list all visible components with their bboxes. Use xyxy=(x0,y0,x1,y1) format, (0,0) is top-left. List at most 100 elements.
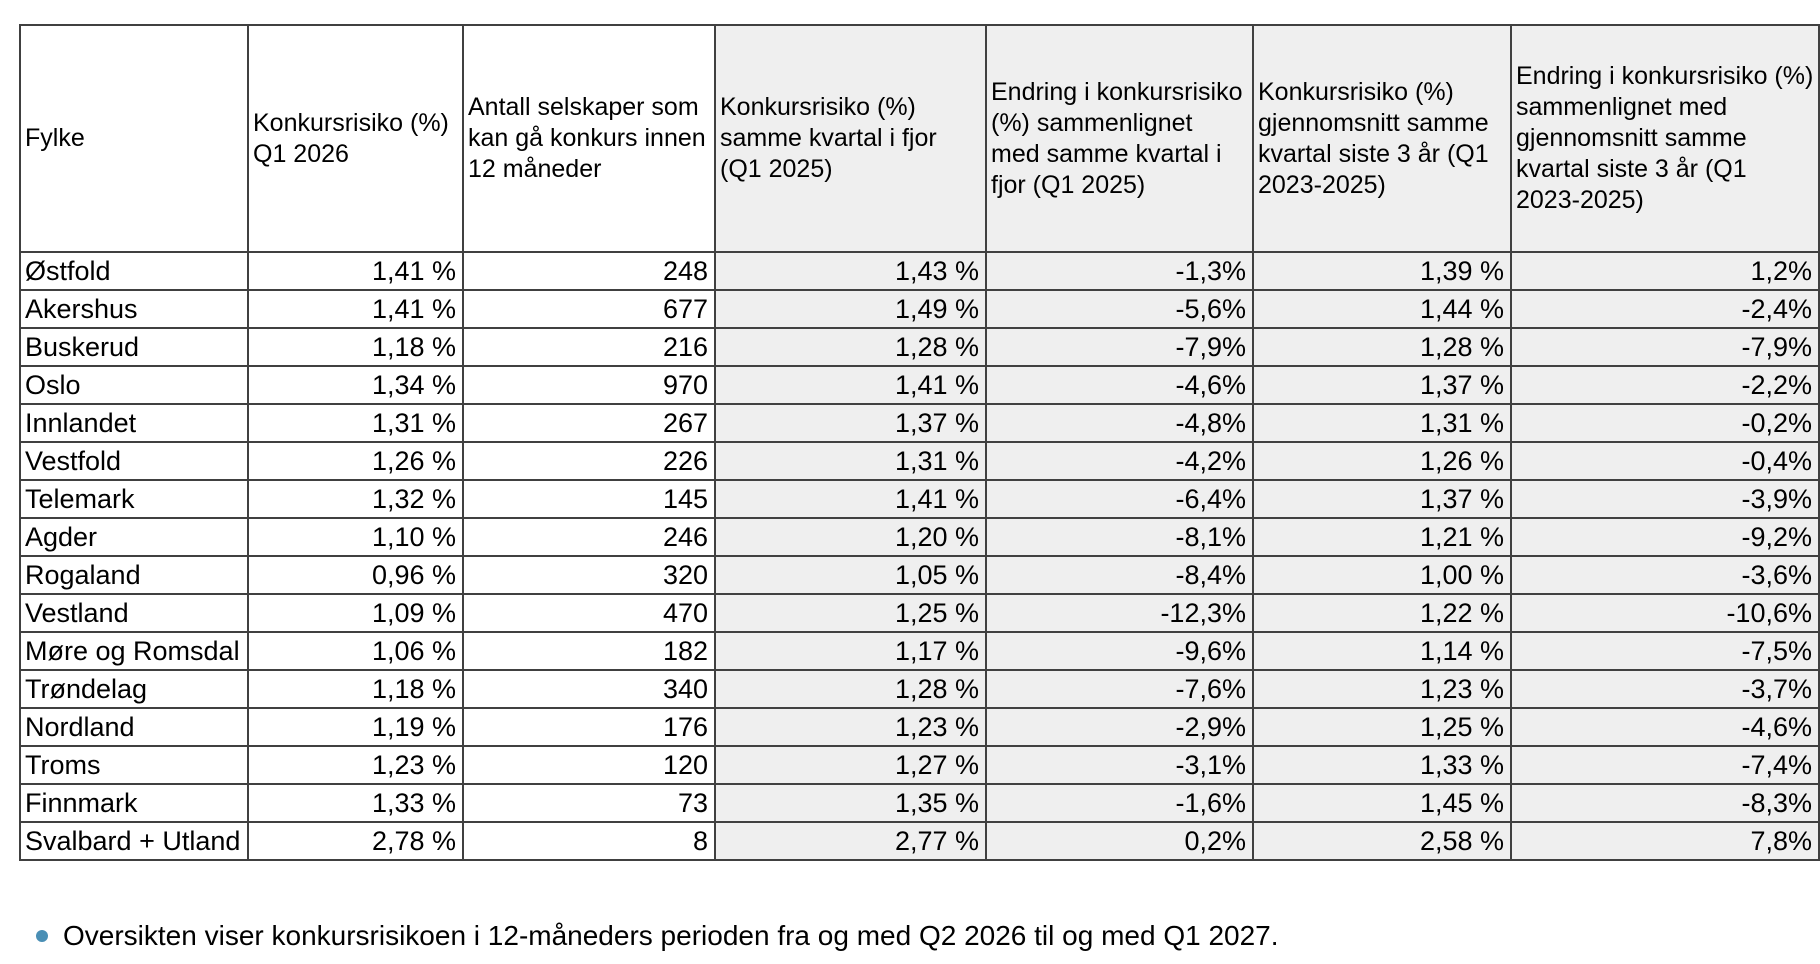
column-header-4: Konkursrisiko (%) samme kvartal i fjor (… xyxy=(714,24,987,253)
cell-value: 1,10 % xyxy=(247,517,464,557)
cell-value: 120 xyxy=(462,745,716,785)
table-row: Østfold 1,41 % 248 1,43 % -1,3% 1,39 % 1,2% xyxy=(19,251,1820,291)
cell-value: 2,77 % xyxy=(714,821,987,861)
cell-fylke: Rogaland xyxy=(19,555,249,595)
cell-value: -3,7% xyxy=(1510,669,1820,709)
cell-value: 1,28 % xyxy=(714,669,987,709)
cell-value: 1,09 % xyxy=(247,593,464,633)
cell-value: -3,6% xyxy=(1510,555,1820,595)
table-row: Finnmark 1,33 % 73 1,35 % -1,6% 1,45 % -8,3% xyxy=(19,783,1820,823)
cell-value: 1,39 % xyxy=(1252,251,1512,291)
cell-value: 1,41 % xyxy=(247,289,464,329)
table-row: Vestland 1,09 % 470 1,25 % -12,3% 1,22 % -10,6… xyxy=(19,593,1820,633)
cell-value: 176 xyxy=(462,707,716,747)
cell-value: 1,06 % xyxy=(247,631,464,671)
cell-value: 145 xyxy=(462,479,716,519)
cell-value: 970 xyxy=(462,365,716,405)
bankruptcy-risk-table: Fylke Konkursrisiko (%) Q1 2026 Antall sel… xyxy=(19,24,1820,861)
cell-value: 340 xyxy=(462,669,716,709)
cell-value: -12,3% xyxy=(985,593,1254,633)
table-row: Møre og Romsdal 1,06 % 182 1,17 % -9,6% 1,14 … xyxy=(19,631,1820,671)
cell-value: 0,2% xyxy=(985,821,1254,861)
cell-value: 1,28 % xyxy=(714,327,987,367)
cell-value: -4,8% xyxy=(985,403,1254,443)
cell-fylke: Vestland xyxy=(19,593,249,633)
cell-value: 1,41 % xyxy=(714,365,987,405)
cell-value: -4,6% xyxy=(1510,707,1820,747)
cell-value: 1,49 % xyxy=(714,289,987,329)
cell-value: -9,2% xyxy=(1510,517,1820,557)
cell-fylke: Østfold xyxy=(19,251,249,291)
cell-value: -7,4% xyxy=(1510,745,1820,785)
cell-fylke: Svalbard + Utland xyxy=(19,821,249,861)
cell-value: 1,22 % xyxy=(1252,593,1512,633)
cell-value: 1,33 % xyxy=(247,783,464,823)
cell-value: -10,6% xyxy=(1510,593,1820,633)
cell-value: 1,26 % xyxy=(247,441,464,481)
table-row: Agder 1,10 % 246 1,20 % -8,1% 1,21 % -9,2% xyxy=(19,517,1820,557)
table-row: Innlandet 1,31 % 267 1,37 % -4,8% 1,31 % -0,2% xyxy=(19,403,1820,443)
cell-fylke: Telemark xyxy=(19,479,249,519)
cell-value: 1,41 % xyxy=(714,479,987,519)
cell-value: -4,6% xyxy=(985,365,1254,405)
cell-value: 0,96 % xyxy=(247,555,464,595)
cell-value: 1,31 % xyxy=(714,441,987,481)
cell-value: 1,25 % xyxy=(1252,707,1512,747)
cell-value: 1,37 % xyxy=(1252,365,1512,405)
cell-value: -7,5% xyxy=(1510,631,1820,671)
cell-value: 73 xyxy=(462,783,716,823)
column-header-5: Endring i konkursrisiko (%) sammenlignet… xyxy=(985,24,1254,253)
cell-value: 246 xyxy=(462,517,716,557)
table-row: Troms 1,23 % 120 1,27 % -3,1% 1,33 % -7,4% xyxy=(19,745,1820,785)
cell-value: -0,2% xyxy=(1510,403,1820,443)
cell-fylke: Agder xyxy=(19,517,249,557)
cell-fylke: Innlandet xyxy=(19,403,249,443)
cell-value: 1,14 % xyxy=(1252,631,1512,671)
cell-value: 1,05 % xyxy=(714,555,987,595)
cell-value: 1,31 % xyxy=(1252,403,1512,443)
cell-value: -7,6% xyxy=(985,669,1254,709)
cell-fylke: Troms xyxy=(19,745,249,785)
cell-value: 1,23 % xyxy=(1252,669,1512,709)
cell-value: 1,19 % xyxy=(247,707,464,747)
column-header-1: Fylke xyxy=(19,24,249,253)
cell-value: 1,37 % xyxy=(1252,479,1512,519)
cell-value: 1,43 % xyxy=(714,251,987,291)
cell-value: -1,6% xyxy=(985,783,1254,823)
cell-value: 8 xyxy=(462,821,716,861)
cell-value: 470 xyxy=(462,593,716,633)
column-header-7: Endring i konkursrisiko (%) sammenlignet… xyxy=(1510,24,1820,253)
cell-value: 1,27 % xyxy=(714,745,987,785)
cell-value: -8,4% xyxy=(985,555,1254,595)
bullet-icon xyxy=(36,930,48,942)
cell-value: 1,33 % xyxy=(1252,745,1512,785)
cell-value: 1,18 % xyxy=(247,327,464,367)
cell-value: -0,4% xyxy=(1510,441,1820,481)
column-header-3: Antall selskaper som kan gå konkurs inne… xyxy=(462,24,716,253)
cell-fylke: Møre og Romsdal xyxy=(19,631,249,671)
cell-value: 1,18 % xyxy=(247,669,464,709)
cell-value: 1,32 % xyxy=(247,479,464,519)
cell-value: 267 xyxy=(462,403,716,443)
cell-value: 2,78 % xyxy=(247,821,464,861)
cell-value: -2,9% xyxy=(985,707,1254,747)
table-row: Buskerud 1,18 % 216 1,28 % -7,9% 1,28 % -7,9% xyxy=(19,327,1820,367)
cell-value: -6,4% xyxy=(985,479,1254,519)
cell-value: 1,35 % xyxy=(714,783,987,823)
cell-value: 248 xyxy=(462,251,716,291)
cell-value: 1,17 % xyxy=(714,631,987,671)
cell-value: 1,41 % xyxy=(247,251,464,291)
column-header-6: Konkursrisiko (%) gjennomsnitt samme kva… xyxy=(1252,24,1512,253)
footnote: Oversikten viser konkursrisikoen i 12-må… xyxy=(36,916,1279,956)
column-header-2: Konkursrisiko (%) Q1 2026 xyxy=(247,24,464,253)
cell-value: 320 xyxy=(462,555,716,595)
cell-value: -4,2% xyxy=(985,441,1254,481)
table-row: Telemark 1,32 % 145 1,41 % -6,4% 1,37 % -3,9% xyxy=(19,479,1820,519)
cell-value: 1,2% xyxy=(1510,251,1820,291)
cell-fylke: Trøndelag xyxy=(19,669,249,709)
table-row: Akershus 1,41 % 677 1,49 % -5,6% 1,44 % -2,4% xyxy=(19,289,1820,329)
cell-value: 1,25 % xyxy=(714,593,987,633)
cell-value: -9,6% xyxy=(985,631,1254,671)
table-row: Rogaland 0,96 % 320 1,05 % -8,4% 1,00 % -3,6% xyxy=(19,555,1820,595)
table-row: Svalbard + Utland 2,78 % 8 2,77 % 0,2% 2,58 %… xyxy=(19,821,1820,861)
